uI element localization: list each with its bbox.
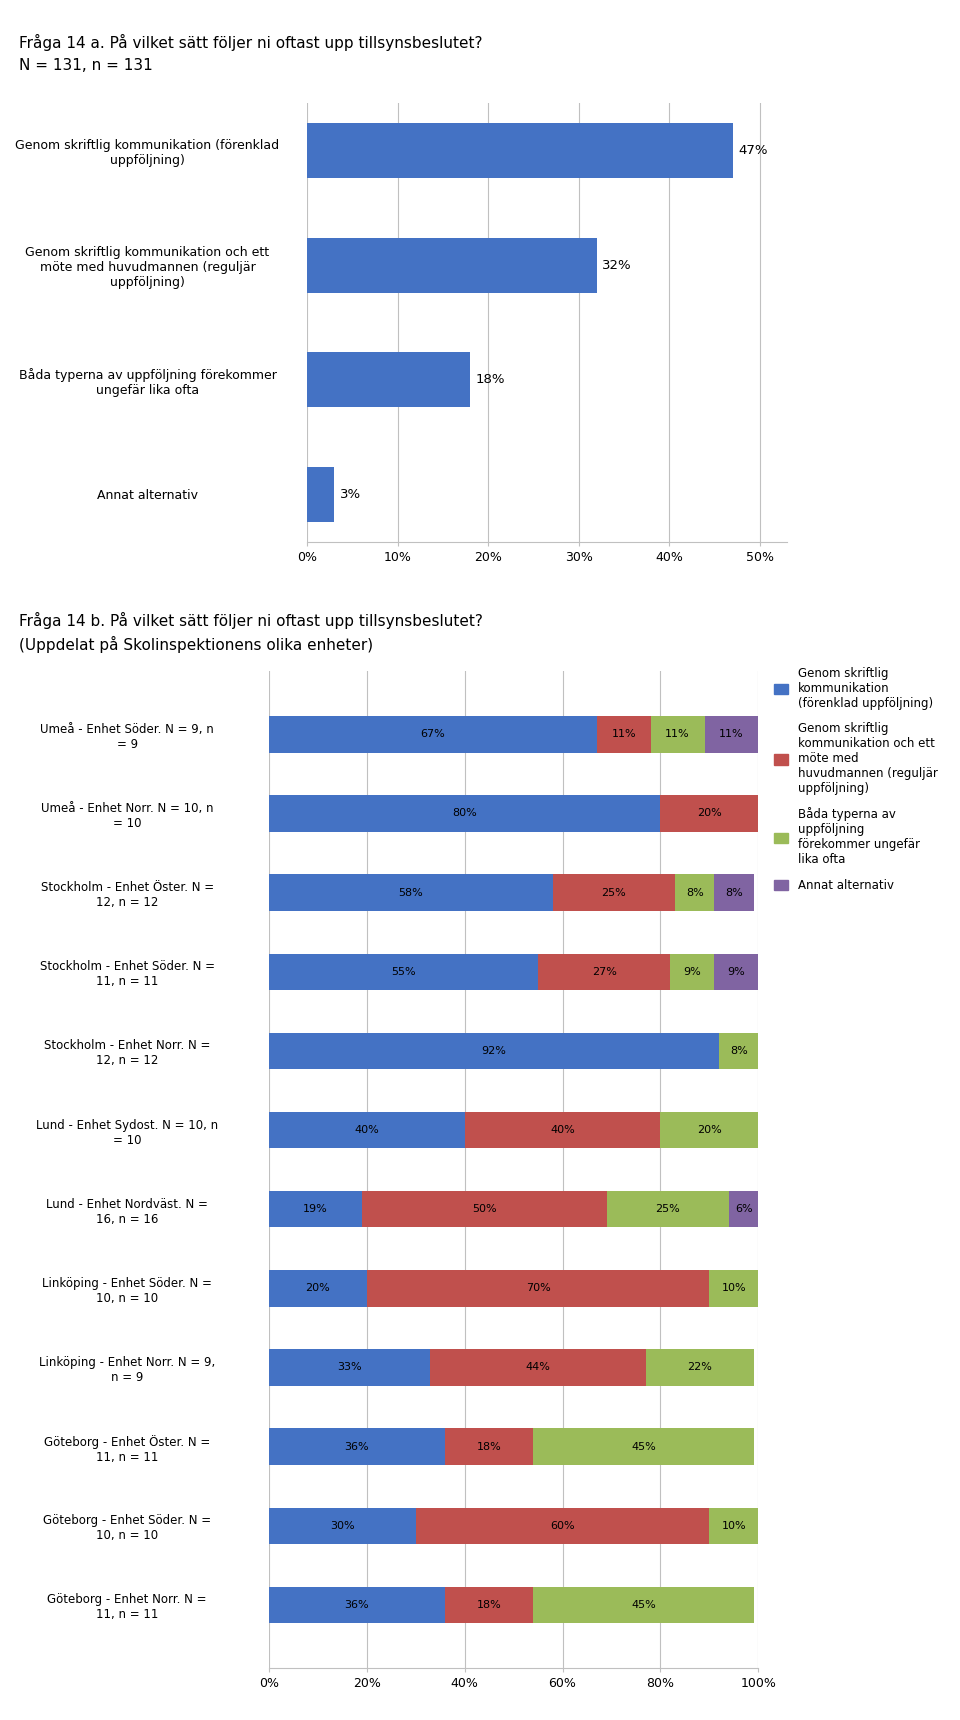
Bar bbox=[538, 953, 670, 991]
Bar bbox=[269, 716, 597, 753]
Bar bbox=[714, 953, 758, 991]
Bar bbox=[607, 1190, 729, 1228]
Text: 45%: 45% bbox=[631, 1441, 656, 1452]
Text: N = 131, n = 131: N = 131, n = 131 bbox=[19, 58, 153, 74]
Text: 58%: 58% bbox=[398, 888, 423, 898]
Bar bbox=[651, 716, 705, 753]
Bar bbox=[269, 953, 538, 991]
Bar bbox=[445, 1428, 533, 1465]
Text: 50%: 50% bbox=[472, 1204, 496, 1214]
Bar bbox=[729, 1190, 758, 1228]
Text: 25%: 25% bbox=[656, 1204, 681, 1214]
Text: 22%: 22% bbox=[687, 1362, 712, 1373]
Bar bbox=[307, 237, 597, 292]
Text: 45%: 45% bbox=[631, 1600, 656, 1610]
Bar bbox=[307, 466, 334, 521]
Bar bbox=[362, 1190, 607, 1228]
Text: 44%: 44% bbox=[526, 1362, 550, 1373]
Text: 6%: 6% bbox=[735, 1204, 753, 1214]
Text: 9%: 9% bbox=[728, 967, 745, 977]
Text: 11%: 11% bbox=[665, 729, 690, 740]
Text: 92%: 92% bbox=[482, 1046, 507, 1056]
Text: 33%: 33% bbox=[337, 1362, 362, 1373]
Bar bbox=[269, 1348, 430, 1386]
Bar bbox=[533, 1586, 754, 1624]
Text: 11%: 11% bbox=[719, 729, 744, 740]
Bar bbox=[660, 795, 758, 832]
Bar bbox=[660, 1111, 758, 1149]
Bar bbox=[445, 1586, 533, 1624]
Bar bbox=[269, 1269, 367, 1307]
Text: 8%: 8% bbox=[725, 888, 743, 898]
Bar bbox=[465, 1111, 660, 1149]
Text: 60%: 60% bbox=[550, 1520, 575, 1531]
Bar bbox=[597, 716, 651, 753]
Text: 36%: 36% bbox=[345, 1600, 370, 1610]
Text: 30%: 30% bbox=[330, 1520, 354, 1531]
Bar bbox=[675, 874, 714, 912]
Bar bbox=[646, 1348, 754, 1386]
Bar bbox=[719, 1032, 758, 1070]
Text: 10%: 10% bbox=[722, 1283, 746, 1293]
Text: 18%: 18% bbox=[477, 1441, 501, 1452]
Text: 70%: 70% bbox=[526, 1283, 550, 1293]
Text: 11%: 11% bbox=[612, 729, 636, 740]
Text: 8%: 8% bbox=[685, 888, 704, 898]
Bar bbox=[430, 1348, 646, 1386]
Text: 3%: 3% bbox=[340, 488, 361, 501]
Legend: Genom skriftlig
kommunikation
(förenklad uppföljning), Genom skriftlig
kommunika: Genom skriftlig kommunikation (förenklad… bbox=[774, 667, 938, 893]
Text: 9%: 9% bbox=[684, 967, 701, 977]
Bar bbox=[709, 1269, 758, 1307]
Text: 55%: 55% bbox=[391, 967, 416, 977]
Text: 20%: 20% bbox=[697, 808, 722, 819]
Text: Fråga 14 b. På vilket sätt följer ni oftast upp tillsynsbeslutet?: Fråga 14 b. På vilket sätt följer ni oft… bbox=[19, 612, 483, 630]
Bar bbox=[416, 1507, 709, 1545]
Bar bbox=[533, 1428, 754, 1465]
Bar bbox=[705, 716, 758, 753]
Text: 27%: 27% bbox=[591, 967, 616, 977]
Bar bbox=[269, 795, 660, 832]
Bar bbox=[269, 1507, 416, 1545]
Text: 25%: 25% bbox=[602, 888, 626, 898]
Text: 19%: 19% bbox=[303, 1204, 327, 1214]
Bar bbox=[269, 1190, 362, 1228]
Bar bbox=[307, 353, 470, 408]
Bar bbox=[709, 1507, 758, 1545]
Bar bbox=[269, 1586, 445, 1624]
Text: 32%: 32% bbox=[603, 258, 632, 272]
Text: 36%: 36% bbox=[345, 1441, 370, 1452]
Text: 8%: 8% bbox=[730, 1046, 748, 1056]
Text: 47%: 47% bbox=[738, 144, 768, 157]
Bar bbox=[269, 1111, 465, 1149]
Bar bbox=[269, 1428, 445, 1465]
Bar bbox=[269, 1032, 719, 1070]
Text: 40%: 40% bbox=[354, 1125, 379, 1135]
Text: 20%: 20% bbox=[305, 1283, 330, 1293]
Text: 20%: 20% bbox=[697, 1125, 722, 1135]
Bar bbox=[553, 874, 675, 912]
Text: 10%: 10% bbox=[722, 1520, 746, 1531]
Text: 18%: 18% bbox=[475, 373, 505, 387]
Bar bbox=[367, 1269, 709, 1307]
Bar bbox=[307, 124, 732, 179]
Text: 18%: 18% bbox=[477, 1600, 501, 1610]
Bar bbox=[670, 953, 714, 991]
Text: 80%: 80% bbox=[452, 808, 477, 819]
Bar bbox=[269, 874, 553, 912]
Text: Fråga 14 a. På vilket sätt följer ni oftast upp tillsynsbeslutet?: Fråga 14 a. På vilket sätt följer ni oft… bbox=[19, 34, 483, 52]
Text: 67%: 67% bbox=[420, 729, 445, 740]
Text: 40%: 40% bbox=[550, 1125, 575, 1135]
Text: (Uppdelat på Skolinspektionens olika enheter): (Uppdelat på Skolinspektionens olika enh… bbox=[19, 636, 373, 654]
Bar bbox=[714, 874, 754, 912]
